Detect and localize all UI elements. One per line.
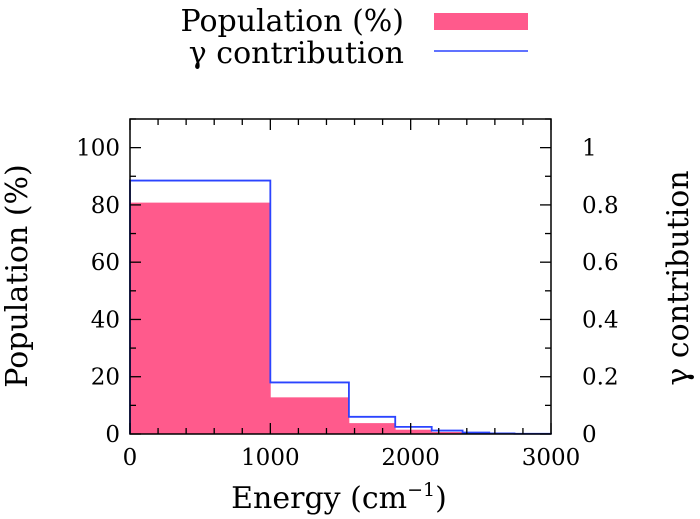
legend-label-gamma: γ contribution: [189, 36, 404, 71]
y-tick-label: 40: [91, 307, 120, 333]
y2-tick-label: 1: [582, 136, 597, 162]
population-bar: [395, 429, 433, 434]
y2-tick-label: 0: [582, 422, 597, 448]
population-bar: [348, 423, 396, 434]
y-tick-label: 0: [105, 422, 120, 448]
legend-swatch-population: [434, 13, 528, 30]
x-tick-label: 0: [123, 445, 138, 471]
y2-axis-title: γ contribution: [661, 170, 696, 385]
population-bar: [130, 202, 271, 434]
y2-tick-label: 0.6: [582, 250, 619, 276]
x-tick-label: 2000: [381, 445, 440, 471]
y-tick-label: 80: [91, 193, 120, 219]
x-axis-title: Energy (cm−1): [231, 479, 447, 516]
legend-label-population: Population (%): [180, 4, 404, 39]
population-bar: [431, 431, 463, 434]
y2-tick-label: 0.4: [582, 307, 619, 333]
y2-tick-labels: 0 0.2 0.4 0.6 0.8 1: [582, 136, 619, 448]
y-tick-label: 100: [76, 136, 120, 162]
x-axis-title-close: ): [435, 481, 447, 516]
x-axis-title-main: Energy (cm: [231, 481, 407, 516]
y-tick-label: 20: [91, 365, 120, 391]
y2-tick-label: 0.8: [582, 193, 619, 219]
y-tick-label: 60: [91, 250, 120, 276]
plot-frame: [129, 118, 552, 435]
x-tick-label: 1000: [241, 445, 300, 471]
tick-marks: [129, 118, 552, 435]
x-axis-title-exponent: −1: [407, 479, 435, 501]
population-bar: [270, 397, 350, 434]
y-tick-labels: 0 20 40 60 80 100: [76, 136, 120, 448]
y2-tick-label: 0.2: [582, 365, 619, 391]
population-bars: [130, 202, 552, 434]
x-tick-label: 3000: [522, 445, 581, 471]
y-axis-title: Population (%): [0, 164, 35, 388]
x-tick-labels: 0 1000 2000 3000: [123, 445, 581, 471]
legend: Population (%) γ contribution: [180, 4, 528, 71]
